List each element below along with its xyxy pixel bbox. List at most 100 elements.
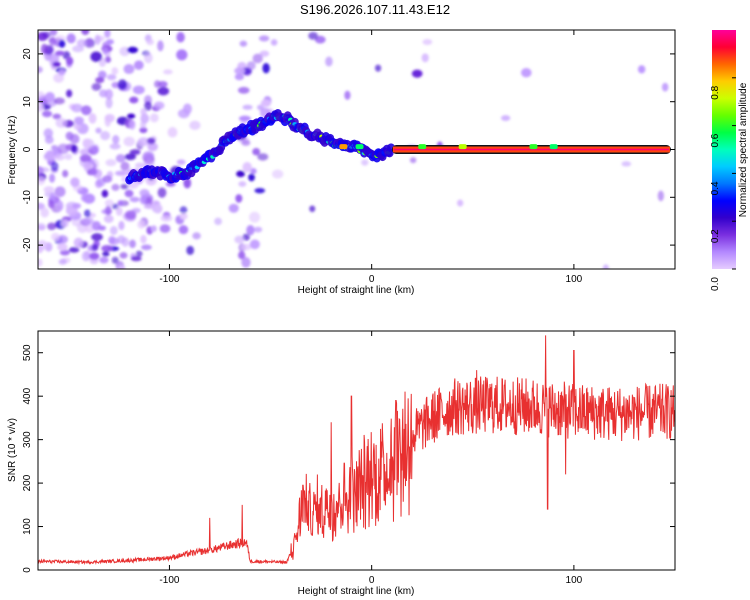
spectrogram-cell (105, 97, 113, 109)
spectrogram-cell (241, 243, 252, 251)
x-tick-label: 100 (566, 274, 583, 285)
spectrogram-cell (80, 105, 92, 116)
spectrogram-cell (65, 131, 74, 141)
spectrogram-cell (38, 176, 46, 186)
spectrogram-cell (94, 34, 101, 45)
spectrogram-cell (248, 173, 255, 182)
spectrogram-cell (102, 47, 109, 55)
spectrogram-cell (119, 252, 128, 259)
spectrogram-cell (234, 73, 245, 81)
spectrogram-cell (111, 67, 119, 75)
spectrogram-cell (183, 177, 192, 189)
spectrogram-cell (309, 205, 316, 213)
colorbar-scale (712, 30, 736, 269)
spectrogram-cell (238, 251, 246, 260)
spectrogram-cells (38, 30, 671, 269)
spectrogram-cell (54, 186, 66, 198)
spectrogram-cell (254, 187, 266, 194)
spectrogram-cell (90, 168, 98, 176)
spectrogram-cell (60, 219, 69, 228)
colorbar-tick-label: 0.8 (710, 85, 721, 99)
spectrogram-cell (49, 30, 58, 36)
y-tick-label: 10 (22, 96, 33, 108)
spectrogram-cell (129, 149, 141, 155)
spectrogram-noise (38, 30, 669, 269)
spectrogram-cell (89, 252, 100, 260)
spectrogram-cell (102, 175, 113, 183)
spectrogram-cell (314, 35, 326, 44)
spectrogram-cell (92, 144, 100, 154)
colorbar-ticks: 0.0 0.2 0.4 0.6 0.8 (710, 77, 736, 291)
spectrogram-cell (58, 258, 67, 265)
spectrogram-cell (242, 233, 250, 241)
spectrogram-cell (53, 154, 65, 161)
spectrogram-cell (234, 67, 246, 75)
spectrogram-cell (52, 61, 61, 68)
spectrogram-cell (120, 183, 129, 190)
spectrogram-cell (246, 225, 255, 236)
colorbar-tick-label: 0.2 (710, 229, 721, 243)
figure-title: S196.2026.107.11.43.E12 (300, 2, 450, 17)
spectrogram-cell (70, 144, 78, 153)
spectrogram-cell (53, 73, 65, 83)
spectrogram-cell (40, 43, 48, 55)
spectrogram-y-ticks: -20 -10 0 10 20 (22, 48, 675, 252)
spectrogram-cell (178, 225, 189, 235)
spectrogram-cell (45, 150, 56, 161)
spectrogram-x-label: Height of straight line (km) (298, 285, 415, 296)
spectrogram-cell (308, 32, 319, 40)
spectrogram-cell (259, 50, 270, 57)
spectrogram-cell (51, 232, 60, 241)
spectrogram-cell (101, 189, 109, 198)
spectrogram-cell (140, 234, 147, 244)
spectrogram-cell (235, 194, 243, 203)
x-tick-label: -100 (159, 575, 179, 586)
spectrogram-cell (58, 69, 66, 76)
spectrogram-cell (109, 237, 120, 246)
spectrogram-cell (62, 169, 69, 178)
spectrogram-cell (64, 153, 73, 160)
spectrogram-cell (249, 211, 261, 223)
spectrogram-cell (411, 69, 423, 78)
spectrogram-cell (91, 233, 103, 241)
spectrogram-cell (146, 38, 154, 46)
spectrogram-cell (38, 225, 46, 231)
spectrogram-cell (81, 251, 91, 262)
snr-y-label: SNR (10 * v/v) (7, 418, 18, 482)
spectrogram-cell (38, 258, 43, 267)
spectrogram-cell (421, 53, 429, 63)
spectrogram-cell (127, 113, 136, 119)
spectrogram-cell (105, 56, 112, 63)
spectrogram-cell (38, 66, 43, 74)
spectrogram-cell (124, 189, 134, 198)
spectrogram-cell (142, 151, 155, 161)
y-tick-label: 200 (22, 474, 33, 491)
spectrogram-cell (179, 206, 188, 214)
spectrogram-cell (140, 107, 147, 116)
spectrogram-cell (500, 115, 511, 122)
spectrogram-cell (123, 64, 135, 75)
spectrogram-cell (124, 210, 137, 220)
spectrogram-cell (50, 161, 59, 172)
colorbar: 0.0 0.2 0.4 0.6 0.8 Normalized spectral ampl… (710, 30, 749, 291)
spectrogram-cell (79, 154, 92, 163)
spectrogram-cell (252, 148, 261, 156)
spectrogram-cell (72, 203, 82, 209)
spectrogram-cell (117, 79, 128, 90)
spectrogram-cell (418, 144, 427, 150)
spectrogram-cell (249, 239, 260, 250)
spectrogram-cell (258, 35, 270, 42)
spectrogram-cell (375, 64, 382, 72)
spectrogram-cell (157, 40, 164, 52)
spectrogram-cell (82, 217, 94, 225)
spectrogram-cell (458, 144, 467, 150)
spectrogram-cell (115, 154, 126, 163)
spectrogram-cell (58, 39, 66, 48)
spectrogram-cell (118, 265, 126, 269)
spectrogram-y-label: Frequency (Hz) (7, 116, 18, 185)
spectrogram-cell (189, 120, 201, 131)
spectrogram-cell (73, 237, 84, 248)
spectrogram-cell (238, 115, 251, 122)
